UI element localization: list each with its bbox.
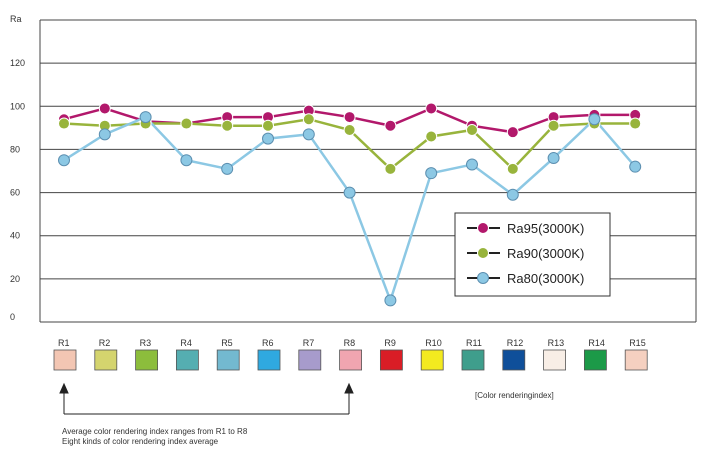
series-3-point [506, 188, 519, 201]
series-1-point [506, 126, 519, 139]
series-3-point [547, 152, 560, 165]
color-swatch [420, 349, 444, 371]
series-1-point [384, 119, 397, 132]
color-swatch [502, 349, 526, 371]
y-axis-title: Ra [10, 14, 22, 24]
series-3-point [343, 186, 356, 199]
category-label: R4 [180, 338, 192, 348]
series-1-point [425, 102, 438, 115]
series-3-point [139, 111, 152, 124]
color-swatch [379, 349, 403, 371]
y-tick-label: 60 [10, 188, 20, 198]
color-swatch [216, 349, 240, 371]
series-3-point [58, 154, 70, 167]
legend-marker [477, 222, 489, 234]
series-lines [58, 102, 642, 307]
series-2-point [262, 119, 274, 132]
category-label: R3 [140, 338, 152, 348]
category-label: R1 [58, 338, 70, 348]
category-label: R8 [344, 338, 356, 348]
annotation-line-1: Average color rendering index ranges fro… [62, 427, 248, 436]
category-label: R14 [588, 338, 605, 348]
color-swatch [135, 349, 159, 371]
legend-label: Ra90(3000K) [507, 246, 584, 261]
color-swatch [298, 349, 322, 371]
series-3-point [221, 162, 234, 175]
series-2-point [343, 124, 356, 137]
series-2-point [547, 119, 560, 132]
series-3-point [262, 132, 274, 145]
series-2-point [58, 117, 70, 130]
series-1-point [98, 102, 111, 115]
color-swatch [543, 349, 566, 371]
series-2-point [425, 130, 438, 143]
arrow-head-right [344, 382, 354, 394]
y-tick-label: 0 [10, 312, 15, 322]
series-2-point [466, 124, 478, 137]
category-label: R13 [548, 338, 565, 348]
series-3-point [302, 128, 315, 141]
legend: Ra95(3000K) Ra90(3000K) Ra80(3000K) [454, 212, 611, 297]
series-2-point [629, 117, 642, 130]
series-2-point [221, 119, 234, 132]
category-label: R6 [262, 338, 274, 348]
category-label: R12 [507, 338, 524, 348]
x-axis-note: [Color renderingindex] [475, 391, 554, 400]
legend-marker [477, 247, 489, 259]
series-3-point [629, 160, 642, 173]
series-3-point [180, 154, 193, 167]
color-swatch [584, 349, 607, 371]
series-3-point [588, 113, 601, 126]
series-3-point [425, 167, 438, 180]
y-tick-label: 80 [10, 144, 20, 154]
legend-label: Ra80(3000K) [507, 271, 584, 286]
category-label: R10 [425, 338, 442, 348]
color-swatch [175, 349, 199, 371]
series-1-point [343, 111, 356, 124]
category-axis: R1 R2 R3 R4 R5 R6 R7 R8 R9 R10 R11 R12 R13 R14 R15 [53, 338, 648, 371]
color-swatch [624, 349, 648, 371]
y-ticks: 0 20 40 60 80 100 120 [10, 58, 25, 322]
category-label: R11 [466, 338, 482, 348]
category-label: R2 [99, 338, 111, 348]
category-label: R9 [384, 338, 396, 348]
color-swatch [461, 349, 485, 371]
series-3-point [466, 158, 478, 171]
color-swatch [53, 349, 77, 371]
grid [39, 19, 697, 323]
category-label: R7 [303, 338, 315, 348]
arrow-head-left [59, 382, 69, 394]
series-2-point [506, 162, 519, 175]
annotation-line-2: Eight kinds of color rendering index ave… [62, 437, 219, 446]
y-tick-label: 40 [10, 231, 20, 241]
legend-label: Ra95(3000K) [507, 221, 584, 236]
y-tick-label: 100 [10, 101, 25, 111]
series-3-point [384, 294, 397, 307]
series-2-point [180, 117, 193, 130]
series-2-point [302, 113, 315, 126]
r1-r8-bracket [59, 382, 354, 415]
y-tick-label: 120 [10, 58, 25, 68]
color-swatch [94, 349, 118, 371]
color-swatch [339, 349, 363, 371]
color-swatch [257, 349, 281, 371]
series-3-point [98, 128, 111, 141]
category-label: R15 [629, 338, 646, 348]
y-tick-label: 20 [10, 274, 20, 284]
category-label: R5 [221, 338, 233, 348]
legend-marker [477, 272, 489, 284]
series-2-point [384, 162, 397, 175]
